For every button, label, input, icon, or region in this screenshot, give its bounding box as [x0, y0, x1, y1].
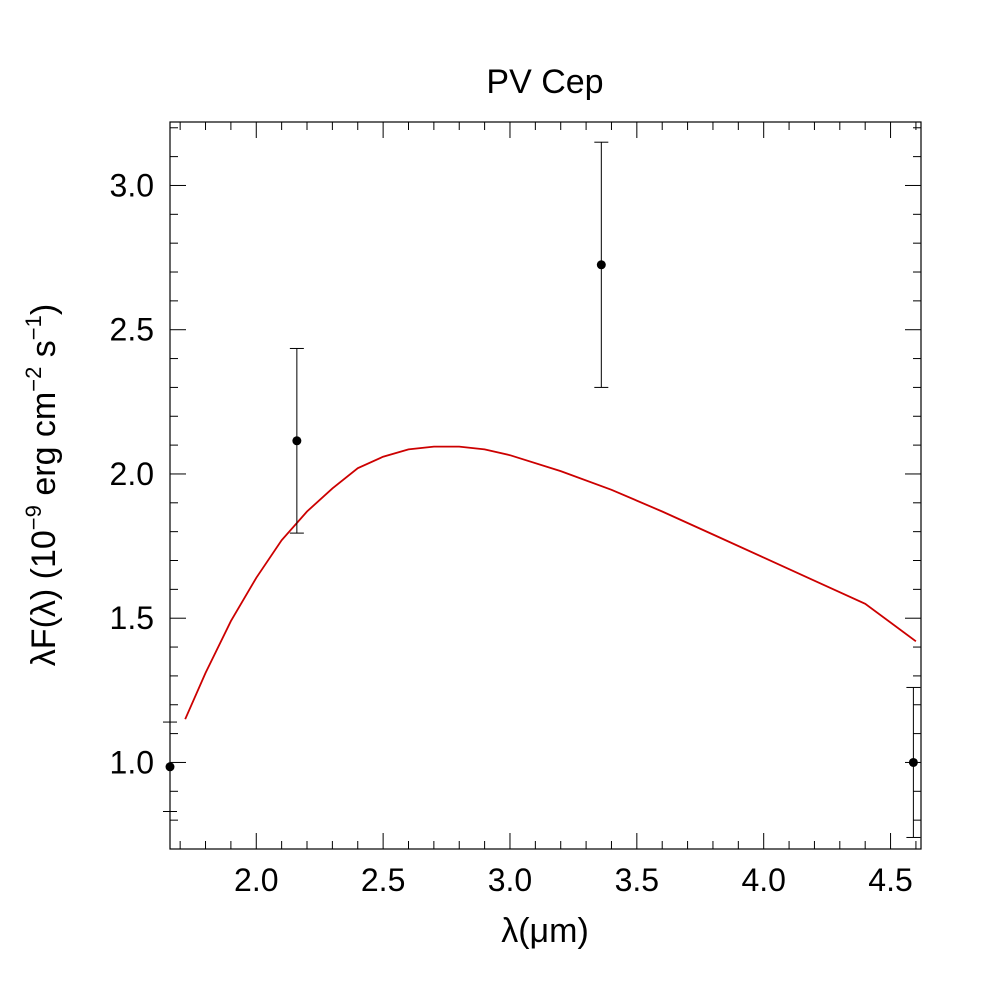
x-tick-label: 2.0	[234, 862, 278, 898]
plot-frame	[169, 121, 922, 850]
y-label-mid2: s	[25, 340, 63, 366]
data-point	[596, 260, 606, 270]
ticks-layer	[170, 122, 921, 850]
y-label-suffix: )	[25, 304, 63, 315]
x-tick-label: 2.5	[361, 862, 405, 898]
data-point	[165, 762, 175, 772]
y-label-exp2: −2	[21, 367, 46, 392]
y-tick-label: 2.0	[110, 456, 154, 492]
y-axis-label: λF(λ) (10−9 erg cm−2 s−1)	[21, 304, 63, 666]
y-label-exp1: −9	[21, 505, 46, 530]
chart-title: PV Cep	[486, 63, 603, 101]
y-label-exp3: −1	[21, 315, 46, 340]
y-tick-label: 2.5	[110, 312, 154, 348]
x-tick-label: 4.5	[868, 862, 912, 898]
x-tick-label: 3.5	[615, 862, 659, 898]
x-tick-label: 4.0	[741, 862, 785, 898]
model-curve	[184, 445, 917, 720]
y-label-mid1: erg cm	[25, 392, 63, 505]
y-tick-label: 1.0	[110, 744, 154, 780]
y-tick-label: 3.0	[110, 167, 154, 203]
y-tick-label: 1.5	[110, 600, 154, 636]
x-axis-label: λ(μm)	[501, 912, 589, 950]
data-point	[292, 436, 302, 446]
curve-layer	[184, 445, 917, 720]
points-layer	[163, 141, 921, 838]
x-tick-label: 3.0	[488, 862, 532, 898]
data-point	[908, 757, 918, 767]
y-label-prefix: λF(λ) (10	[25, 530, 63, 666]
tick-labels-layer: 2.0 2.5 3.0 3.5 4.0 4.5 1.0 1.5 2.0 2.5 3.0	[110, 167, 913, 898]
